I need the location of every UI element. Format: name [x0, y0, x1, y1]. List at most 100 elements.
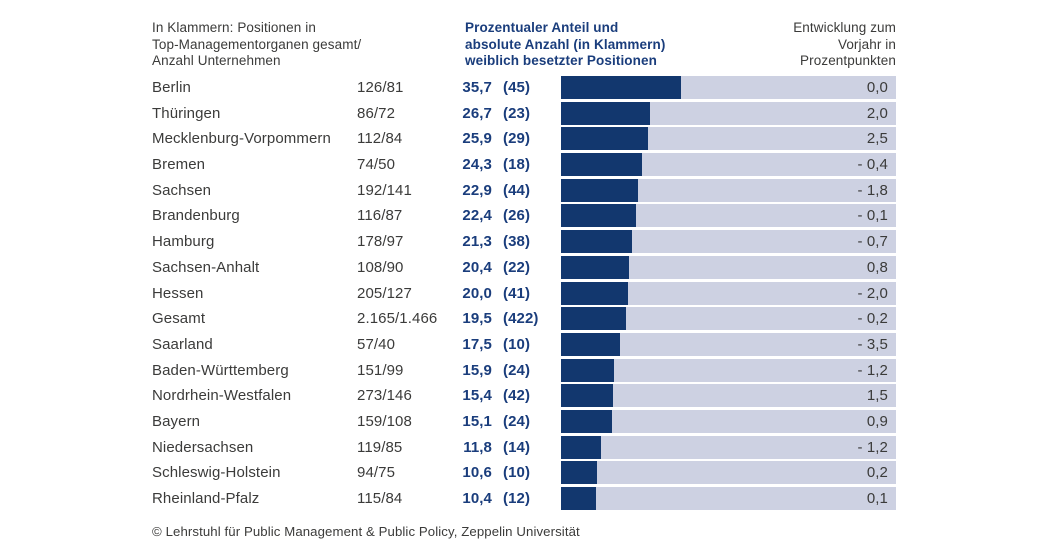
- bar-track: 0,1: [561, 487, 896, 510]
- state-name-label: Thüringen: [152, 104, 221, 122]
- percent-label: 17,5: [462, 335, 492, 353]
- state-name-label: Gesamt: [152, 310, 206, 328]
- percent-label: 25,9: [462, 130, 492, 148]
- change-label: - 1,2: [857, 361, 888, 379]
- table-row: Berlin 126/81 35,7 (45) 0,0: [152, 76, 896, 99]
- row-label-group: Saarland 57/40: [152, 333, 395, 356]
- state-name-label: Sachsen: [152, 181, 212, 199]
- bar-track: - 1,2: [561, 435, 896, 459]
- bar-track: - 0,1: [561, 204, 896, 228]
- totals-label: 112/84: [357, 130, 403, 148]
- change-label: - 0,7: [857, 233, 888, 251]
- column-header-left: In Klammern: Positionen in Top-Managemen…: [152, 20, 361, 70]
- bar-fill: [561, 435, 601, 459]
- change-label: 2,0: [866, 104, 888, 122]
- change-label: - 1,8: [857, 181, 888, 199]
- bar-fill: [561, 461, 597, 485]
- percent-label: 20,0: [462, 284, 492, 302]
- bar-fill: [561, 281, 628, 305]
- row-label-group: Schleswig-Holstein 94/75: [152, 461, 395, 484]
- totals-label: 86/72: [357, 104, 396, 122]
- bar-track: 0,8: [561, 255, 896, 279]
- row-label-group: Baden-Württemberg 151/99: [152, 359, 403, 382]
- bar-track: - 0,2: [561, 307, 896, 331]
- bar-fill: [561, 487, 596, 510]
- header-line: Top-Managementorganen gesamt/: [152, 36, 362, 52]
- bar-track: - 0,4: [561, 153, 896, 177]
- state-name-label: Baden-Württemberg: [152, 361, 289, 379]
- bar-fill: [561, 153, 643, 177]
- change-label: 0,2: [866, 464, 888, 482]
- row-label-group: Sachsen-Anhalt 108/90: [152, 256, 403, 279]
- totals-label: 119/85: [357, 438, 403, 456]
- bar-track: - 3,5: [561, 332, 896, 356]
- row-label-group: Rheinland-Pfalz 115/84: [152, 487, 402, 510]
- count-label: (44): [503, 181, 531, 199]
- bar-track: - 1,2: [561, 358, 896, 382]
- state-name-label: Schleswig-Holstein: [152, 464, 281, 482]
- totals-label: 151/99: [357, 361, 404, 379]
- table-row: Rheinland-Pfalz 115/84 10,4 (12) 0,1: [152, 487, 896, 510]
- change-label: - 0,4: [857, 156, 888, 174]
- bar-fill: [561, 409, 612, 433]
- header-line: In Klammern: Positionen in: [152, 20, 316, 35]
- percent-label: 10,6: [462, 464, 492, 482]
- percent-label: 22,4: [462, 207, 492, 225]
- row-label-group: Mecklenburg-Vorpommern 112/84: [152, 127, 402, 150]
- bar-track: 0,9: [561, 409, 896, 433]
- header-line: Entwicklung zum: [793, 20, 896, 35]
- table-row: Schleswig-Holstein 94/75 10,6 (10) 0,2: [152, 461, 896, 485]
- row-label-group: Bayern 159/108: [152, 410, 412, 433]
- totals-label: 192/141: [357, 181, 412, 199]
- bar-fill: [561, 76, 681, 99]
- state-name-label: Hamburg: [152, 233, 215, 251]
- state-name-label: Brandenburg: [152, 207, 240, 225]
- table-row: Mecklenburg-Vorpommern 112/84 25,9 (29) …: [152, 127, 896, 151]
- table-row: Brandenburg 116/87 22,4 (26) - 0,1: [152, 204, 896, 228]
- row-label-group: Bremen 74/50: [152, 153, 395, 176]
- change-label: 0,9: [866, 412, 888, 430]
- header-line: Prozentpunkten: [800, 53, 896, 68]
- bar-fill: [561, 384, 613, 408]
- change-label: - 2,0: [857, 284, 888, 302]
- change-label: - 0,1: [857, 207, 888, 225]
- bar-fill: [561, 332, 620, 356]
- change-label: 2,5: [866, 130, 888, 148]
- percent-label: 15,9: [462, 361, 492, 379]
- percent-label: 15,4: [462, 387, 492, 405]
- count-label: (38): [503, 233, 531, 251]
- totals-label: 94/75: [357, 464, 396, 482]
- count-label: (24): [503, 412, 531, 430]
- totals-label: 108/90: [357, 258, 404, 276]
- row-label-group: Hamburg 178/97: [152, 230, 403, 253]
- change-label: 0,1: [866, 490, 888, 507]
- state-name-label: Niedersachsen: [152, 438, 254, 456]
- count-label: (29): [503, 130, 531, 148]
- count-label: (45): [503, 79, 531, 96]
- bar-track: 2,0: [561, 101, 896, 125]
- table-row: Hessen 205/127 20,0 (41) - 2,0: [152, 281, 896, 305]
- percent-label: 15,1: [462, 412, 492, 430]
- table-row: Sachsen 192/141 22,9 (44) - 1,8: [152, 178, 896, 202]
- totals-label: 178/97: [357, 233, 404, 251]
- count-label: (23): [503, 104, 531, 122]
- percent-label: 22,9: [462, 181, 492, 199]
- totals-label: 57/40: [357, 335, 396, 353]
- bar-fill: [561, 230, 633, 254]
- state-name-label: Mecklenburg-Vorpommern: [152, 130, 331, 148]
- count-label: (10): [503, 464, 531, 482]
- bar-track: - 0,7: [561, 230, 896, 254]
- bar-fill: [561, 101, 651, 125]
- bar-fill: [561, 307, 627, 331]
- change-label: - 0,2: [857, 310, 888, 328]
- percent-label: 35,7: [462, 79, 492, 96]
- bar-fill: [561, 178, 638, 202]
- header-line: Vorjahr in: [837, 36, 896, 52]
- count-label: (422): [503, 310, 539, 328]
- row-label-group: Thüringen 86/72: [152, 102, 395, 125]
- header-line: weiblich besetzter Positionen: [465, 53, 657, 68]
- count-label: (26): [503, 207, 531, 225]
- header-line: Prozentualer Anteil und: [465, 20, 619, 35]
- percent-label: 26,7: [462, 104, 492, 122]
